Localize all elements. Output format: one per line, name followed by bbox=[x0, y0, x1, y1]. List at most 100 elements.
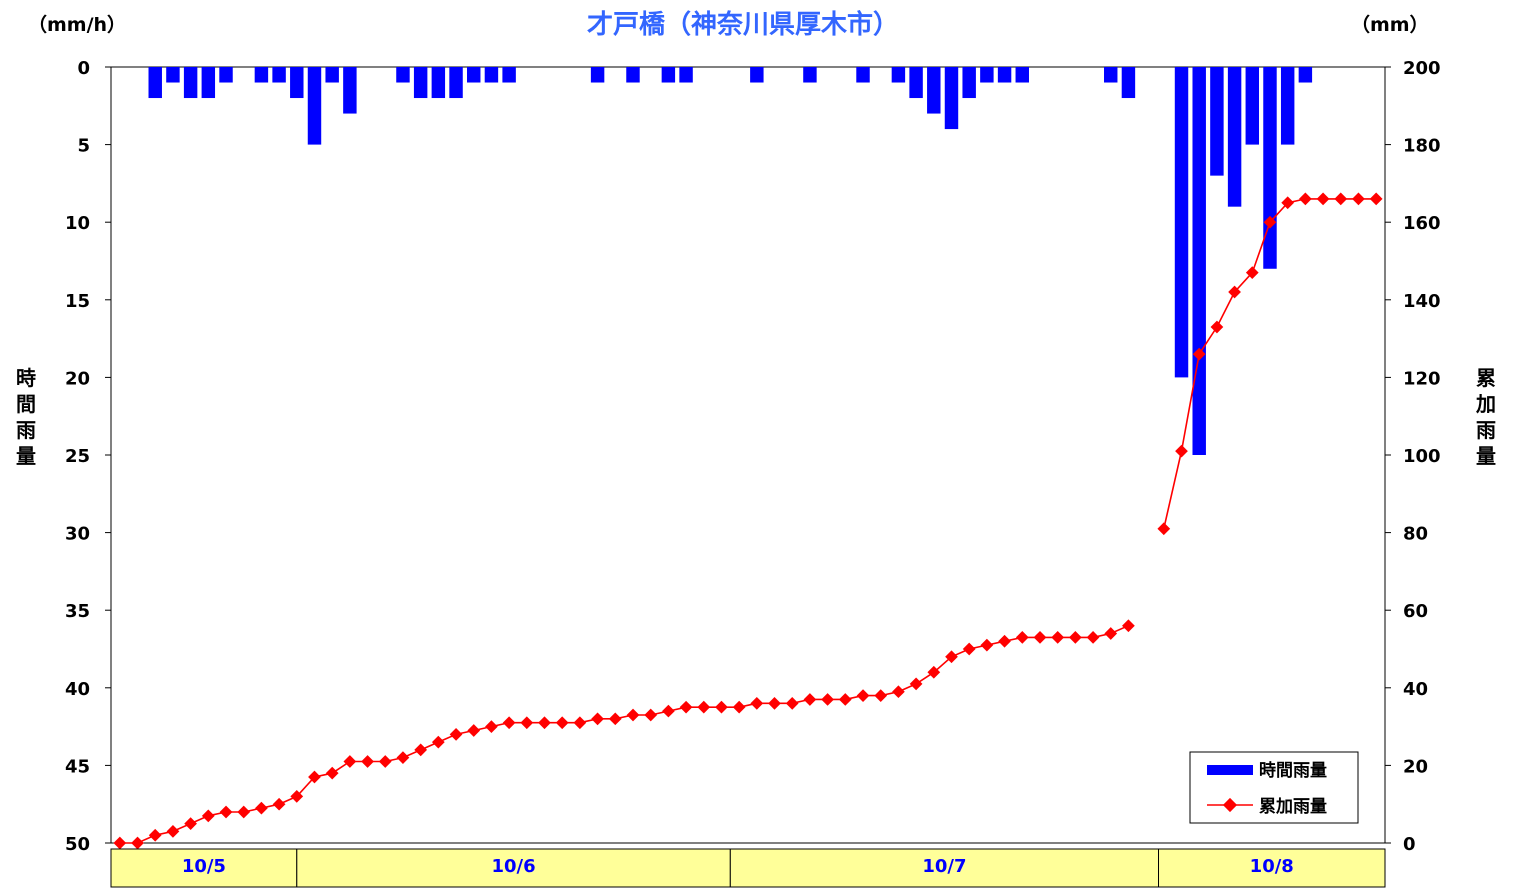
rain-bar bbox=[502, 67, 516, 83]
left-tick-label: 40 bbox=[65, 679, 90, 700]
cumulative-point bbox=[237, 805, 251, 819]
rain-bar bbox=[962, 67, 976, 99]
rain-bar bbox=[343, 67, 357, 114]
cumulative-point bbox=[148, 828, 162, 842]
rain-bar bbox=[183, 67, 198, 99]
left-tick-label: 35 bbox=[65, 601, 90, 622]
legend-line-marker bbox=[1222, 797, 1238, 813]
rain-bar bbox=[1174, 67, 1189, 378]
cumulative-rainfall-line bbox=[113, 192, 1383, 850]
rain-bar bbox=[431, 67, 446, 99]
cumulative-point bbox=[1281, 196, 1295, 210]
rain-bar bbox=[449, 67, 463, 99]
cumulative-point bbox=[325, 766, 339, 780]
date-band: 10/5 10/6 10/7 10/8 bbox=[110, 848, 1386, 888]
cumulative-point bbox=[608, 712, 622, 726]
cumulative-point bbox=[874, 689, 888, 702]
right-tick-label: 120 bbox=[1403, 368, 1441, 389]
cumulative-point bbox=[945, 650, 958, 664]
rain-bar bbox=[944, 67, 959, 130]
rain-bar bbox=[307, 67, 322, 145]
right-tick-label: 80 bbox=[1403, 524, 1428, 545]
cumulative-point bbox=[573, 716, 587, 730]
cumulative-point bbox=[1263, 215, 1277, 229]
cumulative-point bbox=[396, 751, 410, 764]
date-label: 10/7 bbox=[922, 856, 966, 877]
cumulative-point bbox=[1015, 630, 1029, 644]
rain-bar bbox=[1121, 67, 1136, 99]
cumulative-point bbox=[1316, 192, 1330, 206]
date-cell bbox=[296, 848, 731, 888]
right-tick-label: 40 bbox=[1403, 679, 1428, 700]
date-cell bbox=[729, 848, 1160, 888]
rain-bar bbox=[1192, 67, 1206, 455]
rain-bar bbox=[1210, 67, 1224, 176]
cumulative-point bbox=[856, 689, 870, 702]
right-tick-label: 140 bbox=[1403, 291, 1441, 312]
cumulative-point bbox=[1051, 630, 1065, 644]
chart-title: 才戸橋（神奈川県厚木市） bbox=[587, 9, 899, 40]
rain-bar bbox=[254, 67, 269, 83]
legend-bar-swatch bbox=[1207, 765, 1253, 775]
cumulative-point bbox=[1157, 522, 1171, 536]
cumulative-point bbox=[308, 770, 321, 784]
cumulative-point bbox=[272, 797, 286, 811]
rain-bar bbox=[1227, 67, 1242, 207]
rain-bar bbox=[290, 67, 304, 99]
legend-line-label: 累加雨量 bbox=[1259, 796, 1327, 817]
right-tick-label: 0 bbox=[1403, 834, 1416, 855]
legend-box bbox=[1189, 751, 1359, 824]
left-tick-label: 25 bbox=[65, 446, 90, 467]
right-axis-title: 累加雨量 bbox=[1475, 366, 1496, 468]
legend: 時間雨量 累加雨量 bbox=[1189, 751, 1359, 824]
cumulative-point bbox=[732, 700, 746, 714]
left-axis-ticks: 0 5 10 15 20 25 30 35 40 45 50 bbox=[65, 58, 111, 855]
cumulative-point bbox=[662, 704, 675, 718]
axis-title-char: 加 bbox=[1475, 392, 1496, 416]
rain-bar bbox=[679, 67, 693, 83]
cumulative-point bbox=[962, 642, 976, 656]
right-tick-label: 180 bbox=[1403, 136, 1441, 157]
left-axis-unit: （mm/h） bbox=[28, 13, 126, 36]
date-cell bbox=[1158, 848, 1386, 888]
cumulative-point bbox=[555, 716, 569, 730]
rain-bar bbox=[219, 67, 233, 83]
date-label: 10/5 bbox=[182, 856, 226, 877]
cumulative-point bbox=[644, 708, 658, 722]
rain-bar bbox=[396, 67, 410, 83]
rain-bar bbox=[1280, 67, 1295, 145]
left-tick-label: 45 bbox=[65, 756, 90, 777]
rain-bar bbox=[1263, 67, 1277, 269]
cumulative-point bbox=[414, 743, 428, 757]
cumulative-point bbox=[131, 836, 144, 850]
rain-bar bbox=[856, 67, 870, 83]
cumulative-point bbox=[520, 716, 534, 730]
right-tick-label: 60 bbox=[1403, 601, 1428, 622]
right-tick-label: 160 bbox=[1403, 213, 1441, 234]
cumulative-point bbox=[838, 693, 852, 706]
cumulative-point bbox=[1245, 266, 1259, 279]
cumulative-point bbox=[626, 708, 640, 722]
rain-bar bbox=[661, 67, 676, 83]
rain-bar bbox=[1245, 67, 1260, 145]
rain-bar bbox=[1015, 67, 1029, 83]
axis-title-char: 時 bbox=[16, 366, 36, 390]
cumulative-point bbox=[679, 700, 693, 714]
rain-bar bbox=[803, 67, 817, 83]
cumulative-point bbox=[449, 728, 463, 741]
rain-bar bbox=[891, 67, 906, 83]
cumulative-point bbox=[892, 685, 905, 699]
rain-bar bbox=[201, 67, 216, 99]
cumulative-point bbox=[998, 634, 1011, 648]
rain-bar bbox=[148, 67, 162, 99]
left-tick-label: 50 bbox=[65, 834, 90, 855]
cumulative-point bbox=[485, 720, 498, 733]
cumulative-point bbox=[927, 665, 941, 679]
rain-bar bbox=[272, 67, 286, 83]
cumulative-point bbox=[591, 712, 604, 726]
cumulative-point bbox=[750, 696, 764, 710]
axis-title-char: 累 bbox=[1476, 366, 1496, 390]
cumulative-point bbox=[502, 716, 516, 730]
axis-title-char: 量 bbox=[1476, 444, 1496, 468]
